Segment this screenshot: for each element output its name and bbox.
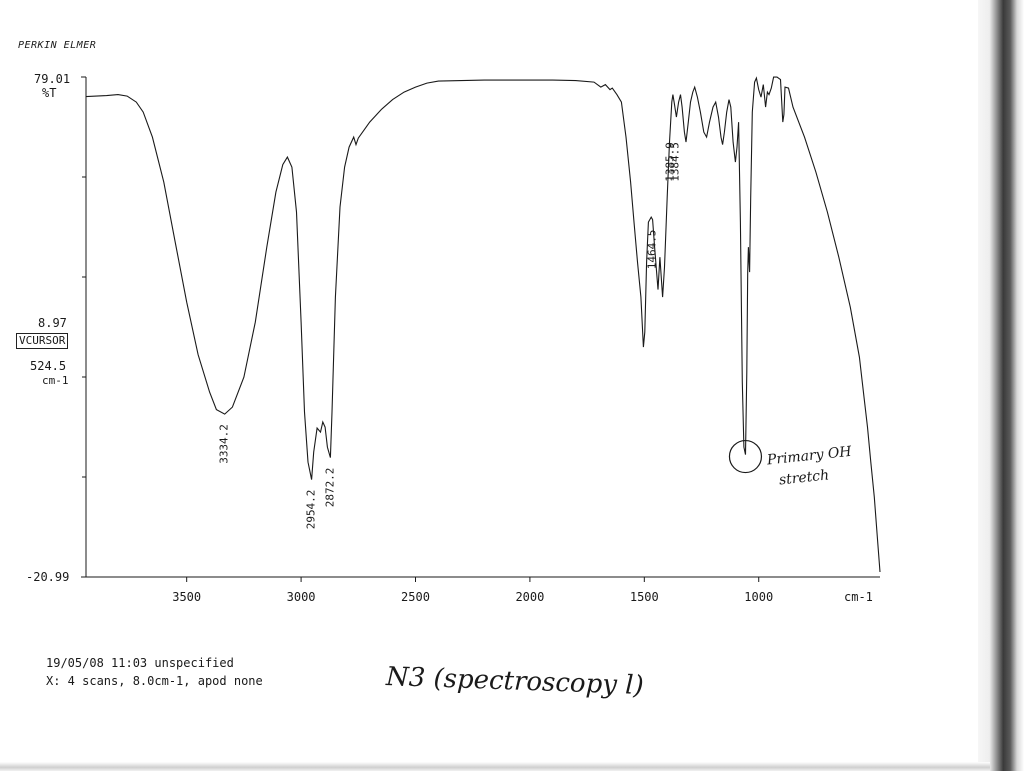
y-axis-unit-label: %T <box>42 86 57 100</box>
peak-label: 3334.2 <box>218 424 231 464</box>
vcursor-box[interactable]: VCURSOR <box>16 333 69 349</box>
chart-ticks: 3500 3000 2500 2000 1500 1000 cm-1 <box>81 76 873 604</box>
page-edge-shadow <box>978 0 1024 771</box>
peak-label: 1385.9 <box>663 142 676 182</box>
x-tick-label: 3000 <box>287 590 316 604</box>
x-tick-label: 1000 <box>744 590 773 604</box>
annotation-text-line2: stretch <box>778 467 830 488</box>
chart-axes <box>85 77 880 578</box>
footer-scan-info: X: 4 scans, 8.0cm-1, apod none <box>46 674 263 688</box>
spectrum-line <box>85 76 881 573</box>
brand-label: PERKIN ELMER <box>18 40 97 51</box>
peak-label: 2954.2 <box>305 490 318 530</box>
y-axis-min-label: -20.99 <box>26 570 70 584</box>
x-tick-label: 3500 <box>172 590 201 604</box>
cursor-x-unit: cm-1 <box>42 374 69 387</box>
page-bottom-edge <box>0 762 990 771</box>
x-tick-label: 2500 <box>401 590 430 604</box>
annotation-text-line1: Primary OH <box>765 444 853 469</box>
x-tick-label: 1500 <box>630 590 659 604</box>
footer-timestamp: 19/05/08 11:03 unspecified <box>46 656 234 670</box>
cursor-y-value: 8.97 <box>38 316 67 330</box>
peak-label: 1384.5 <box>668 142 681 182</box>
cursor-x-value: 524.5 <box>30 359 67 373</box>
annotation-circle <box>728 439 763 474</box>
x-axis-unit-label: cm-1 <box>844 590 873 604</box>
peak-label: 1464.5 <box>645 230 658 270</box>
peak-label: 2872.2 <box>323 468 336 508</box>
y-axis-max-label: 79.01 <box>34 72 71 86</box>
x-tick-label: 2000 <box>515 590 544 604</box>
